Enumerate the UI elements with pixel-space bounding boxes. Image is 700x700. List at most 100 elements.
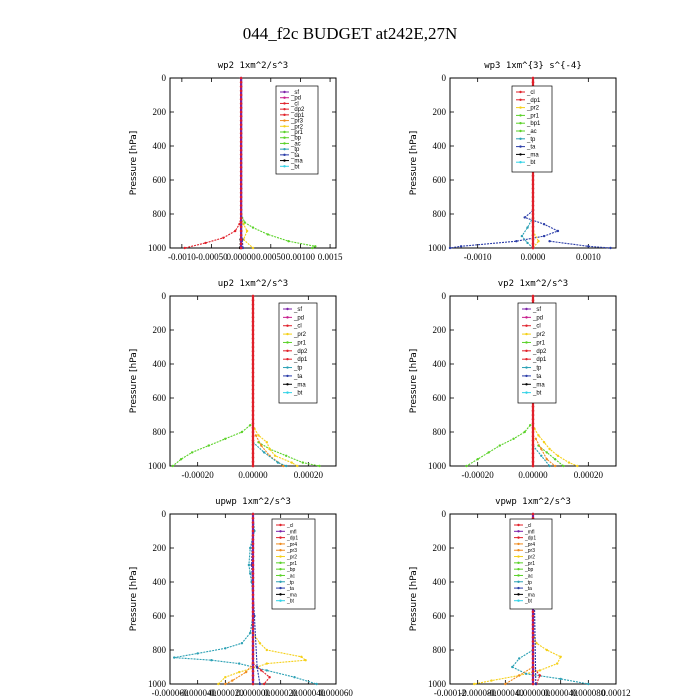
x-tick-label: 0.000060 — [319, 688, 353, 698]
zero-profile-marker — [239, 221, 243, 224]
series-point — [553, 464, 557, 468]
series-line-pr2 — [240, 217, 254, 249]
series-point — [304, 659, 307, 662]
panel-title: up2 1xm^2/s^3 — [218, 279, 288, 289]
series-point — [511, 665, 514, 669]
x-tick-label: 0.000040 — [291, 688, 325, 698]
zero-profile-marker — [239, 200, 243, 203]
series-point — [260, 669, 263, 672]
legend-entry: _bt — [524, 599, 533, 605]
legend-marker — [286, 374, 289, 378]
legend-marker — [519, 90, 522, 94]
zero-profile-marker — [251, 456, 255, 459]
zero-profile-marker — [531, 435, 535, 438]
zero-profile-marker — [239, 183, 243, 186]
series-point — [540, 447, 543, 451]
y-tick-label: 600 — [153, 175, 167, 185]
zero-profile-marker — [239, 81, 243, 84]
legend-marker — [525, 374, 528, 378]
series-point — [287, 240, 290, 243]
zero-profile-marker — [531, 299, 535, 302]
series-point — [534, 682, 537, 686]
legend: _sf _pd _cl _pr2 _pr1 _dp2 _dp1 _tp _ta _ma _bt — [278, 302, 318, 404]
zero-profile-marker — [251, 551, 255, 554]
legend-marker — [279, 542, 282, 546]
legend-entry: _bp — [524, 567, 534, 573]
series-point — [476, 458, 479, 461]
series-line-pr2 — [532, 230, 540, 249]
series-point — [498, 444, 501, 447]
series-point — [231, 679, 234, 682]
zero-profile-marker — [251, 619, 255, 622]
legend-marker — [525, 316, 528, 319]
zero-profile-marker — [251, 665, 255, 669]
series-point — [258, 682, 262, 686]
series-point — [587, 682, 590, 686]
zero-profile-marker — [239, 157, 243, 161]
x-tick-label: -0.0010 — [168, 252, 196, 262]
series-point — [538, 669, 542, 672]
zero-profile-marker — [251, 443, 255, 447]
zero-profile-marker — [531, 657, 535, 660]
zero-profile-marker — [531, 422, 535, 425]
zero-profile-marker — [251, 345, 255, 349]
legend-marker — [525, 332, 528, 336]
zero-profile-marker — [251, 328, 255, 332]
legend-entry: _pr1 — [524, 561, 535, 567]
zero-profile-marker — [251, 640, 255, 643]
legend-marker — [283, 165, 286, 168]
zero-profile-marker — [251, 396, 255, 400]
legend-entry: _dp1 — [286, 536, 298, 542]
legend-marker — [517, 542, 520, 546]
legend-entry: _ta — [532, 374, 542, 380]
legend-marker — [525, 366, 528, 369]
zero-profile-marker — [531, 238, 535, 241]
series-point — [520, 234, 524, 238]
zero-profile-marker — [531, 614, 535, 618]
series-point — [567, 461, 571, 464]
x-tick-label: -0.00012 — [434, 688, 466, 698]
zero-profile-marker — [531, 678, 535, 682]
zero-profile-marker — [239, 140, 243, 144]
zero-profile-marker — [251, 350, 255, 353]
y-tick-label: 1000 — [148, 679, 167, 689]
zero-profile-marker — [531, 217, 535, 220]
zero-profile-marker — [251, 517, 255, 520]
series-point — [523, 430, 526, 434]
y-axis-label: Pressure [hPa] — [129, 349, 139, 414]
legend-marker — [525, 357, 528, 361]
zero-profile-marker — [251, 379, 255, 383]
y-axis-label: Pressure [hPa] — [409, 131, 419, 196]
zero-profile-marker — [251, 435, 255, 438]
zero-profile-marker — [531, 208, 535, 212]
series-point — [559, 677, 562, 681]
legend-entry: _bt — [290, 164, 300, 170]
series-point — [210, 659, 213, 662]
legend-marker — [279, 555, 282, 558]
zero-profile-marker — [251, 303, 255, 306]
zero-profile-marker — [531, 648, 535, 652]
series-point — [244, 670, 248, 674]
series-point — [249, 572, 252, 575]
legend-marker — [279, 530, 282, 533]
y-tick-label: 600 — [433, 175, 447, 185]
legend-entry: _ta — [524, 586, 532, 592]
zero-profile-marker — [251, 422, 255, 425]
zero-profile-marker — [251, 597, 255, 601]
zero-profile-marker — [251, 682, 255, 686]
x-tick-label: -0.000080 — [459, 688, 496, 698]
legend-entry: _tp — [286, 580, 294, 586]
legend-entry: _tp — [293, 366, 303, 372]
series-point — [576, 464, 579, 468]
zero-profile-marker — [239, 212, 243, 216]
series-point — [243, 221, 246, 224]
zero-profile-marker — [251, 409, 255, 413]
legend-entry: _ta — [526, 145, 536, 151]
legend-marker — [286, 349, 289, 353]
legend: _sf _pd _cl _pr2 _pr1 _dp2 _dp1 _tp _ta _ma _bt — [517, 302, 557, 404]
y-axis-label: Pressure [hPa] — [129, 131, 139, 196]
legend-marker — [279, 536, 282, 539]
series-point — [251, 246, 255, 250]
y-tick-label: 0 — [162, 73, 167, 83]
legend-marker — [283, 119, 286, 122]
